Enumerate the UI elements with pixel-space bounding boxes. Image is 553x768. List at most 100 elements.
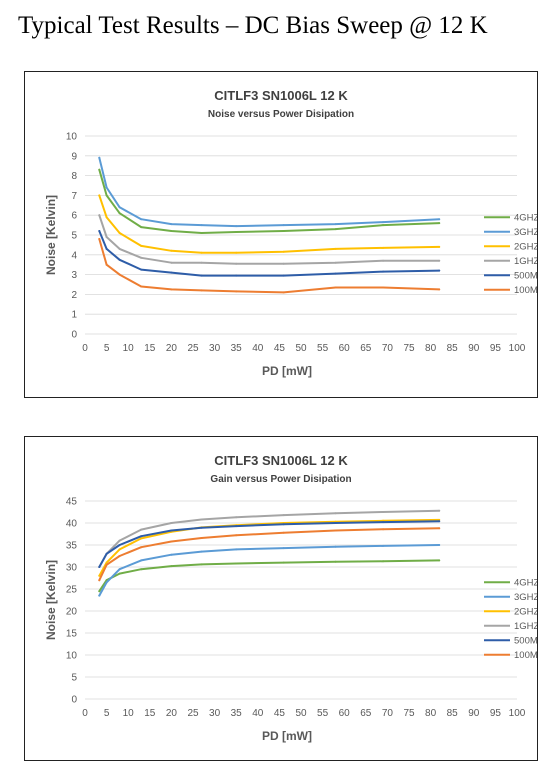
x-tick-label: 65 [360, 708, 372, 719]
x-tick-label: 50 [295, 708, 307, 719]
data-point [235, 262, 238, 265]
x-tick-label: 95 [490, 708, 502, 719]
y-tick-label: 8 [71, 171, 77, 182]
data-point [235, 274, 238, 277]
series-line-3ghz [98, 544, 441, 597]
x-tick-label: 65 [360, 343, 372, 354]
data-point [105, 561, 108, 564]
data-point [382, 544, 385, 547]
x-tick-label: 0 [82, 343, 88, 354]
legend-label: 100MHZ [514, 285, 537, 296]
legend-label: 100MHZ [514, 650, 537, 661]
data-point [170, 230, 173, 232]
x-tick-label: 10 [123, 343, 135, 354]
x-tick-label: 75 [403, 343, 415, 354]
data-point [118, 572, 121, 575]
legend-item: 1GHZ [484, 621, 537, 632]
data-point [140, 537, 143, 540]
x-tick-label: 50 [295, 343, 307, 354]
x-axis-label: PD [mW] [262, 364, 312, 378]
data-point [282, 547, 285, 550]
y-tick-label: 5 [71, 231, 77, 242]
data-point [200, 251, 203, 254]
x-tick-label: 90 [468, 343, 480, 354]
data-point [382, 246, 385, 249]
data-point [235, 251, 238, 254]
data-point [282, 224, 285, 227]
data-point [140, 535, 143, 538]
data-point [170, 249, 173, 252]
y-tick-label: 15 [66, 629, 78, 640]
data-point [382, 560, 385, 563]
data-point [200, 563, 203, 566]
data-point [382, 528, 385, 531]
data-point [334, 247, 337, 250]
data-point [140, 559, 143, 562]
series-line-4ghz [98, 168, 441, 234]
legend-item: 3GHZ [484, 227, 537, 238]
data-point [118, 555, 121, 557]
legend-item: 100MHZ [484, 650, 537, 661]
data-point [282, 514, 285, 517]
series-line-500mhz [98, 230, 441, 277]
data-point [382, 270, 385, 273]
legend-label: 2GHZ [514, 242, 537, 253]
legend-label: 500MHz [514, 636, 537, 647]
y-axis-label: Noise [Kelvin] [44, 560, 58, 640]
x-tick-label: 90 [468, 708, 480, 719]
x-tick-label: 0 [82, 708, 88, 719]
data-point [105, 194, 108, 197]
data-point [140, 244, 143, 247]
data-point [382, 221, 385, 224]
data-point [105, 216, 108, 219]
data-point [170, 271, 173, 274]
y-tick-label: 1 [71, 310, 77, 321]
x-tick-label: 5 [104, 343, 110, 354]
data-point [140, 218, 143, 221]
data-point [105, 563, 108, 566]
data-point [382, 259, 385, 262]
x-tick-label: 55 [317, 343, 329, 354]
legend-label: 500MHz [514, 271, 537, 282]
x-tick-label: 25 [187, 343, 199, 354]
data-point [118, 568, 121, 571]
data-point [118, 539, 121, 542]
gain-chart-panel: CITLF3 SN1006L 12 K Gain versus Power Dis… [24, 436, 538, 761]
data-point [200, 274, 203, 277]
y-tick-label: 30 [66, 563, 78, 574]
data-point [118, 247, 121, 250]
data-point [105, 552, 108, 555]
data-point [334, 228, 337, 231]
data-point [98, 579, 101, 582]
data-point [334, 261, 337, 264]
data-point [140, 268, 143, 271]
data-point [200, 518, 203, 521]
data-point [140, 528, 143, 531]
data-point [170, 553, 173, 556]
x-tick-label: 20 [166, 708, 178, 719]
x-tick-label: 60 [339, 343, 351, 354]
data-point [438, 527, 441, 530]
y-tick-label: 2 [71, 290, 77, 301]
data-point [382, 286, 385, 289]
chart-title: CITLF3 SN1006L 12 K [214, 88, 348, 103]
data-point [170, 288, 173, 291]
data-point [282, 523, 285, 526]
legend-item: 4GHZ [484, 578, 537, 589]
y-tick-label: 3 [71, 270, 77, 281]
data-point [98, 574, 101, 577]
data-point [140, 256, 143, 259]
legend-label: 1GHZ [514, 621, 537, 632]
gain-chart: CITLF3 SN1006L 12 K Gain versus Power Dis… [44, 453, 537, 743]
data-point [98, 594, 101, 597]
x-tick-label: 75 [403, 708, 415, 719]
y-tick-label: 25 [66, 585, 78, 596]
data-point [382, 521, 385, 524]
y-tick-label: 4 [71, 250, 77, 261]
chart-subtitle: Gain versus Power Disipation [210, 474, 351, 485]
x-tick-label: 95 [490, 343, 502, 354]
x-tick-label: 35 [231, 708, 243, 719]
legend-label: 4GHZ [514, 578, 537, 589]
x-tick-label: 80 [425, 343, 437, 354]
y-tick-label: 20 [66, 607, 78, 618]
